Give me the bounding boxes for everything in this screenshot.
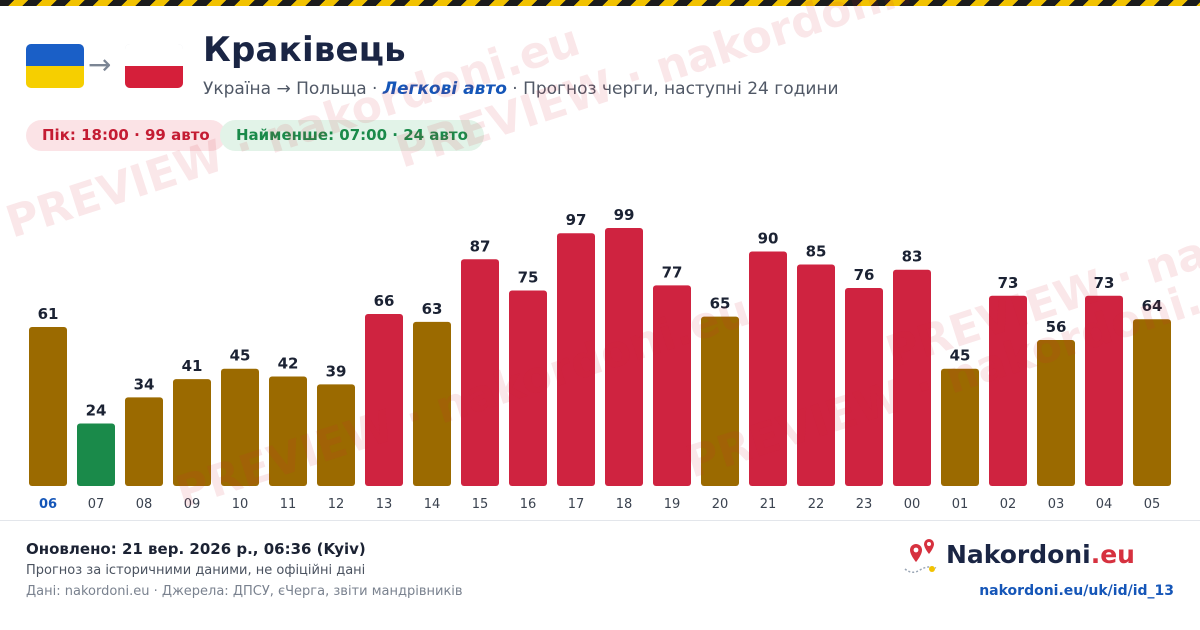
x-tick-label: 11: [280, 497, 297, 512]
x-tick-label: 17: [568, 497, 585, 512]
x-tick-label: 14: [424, 497, 441, 512]
bar-hour-16: [509, 290, 547, 486]
brand-logo[interactable]: Nakordoni.eu: [902, 538, 1135, 578]
x-tick-label: 06: [39, 497, 57, 512]
x-tick-label: 18: [616, 497, 633, 512]
x-tick-label: 02: [1000, 497, 1017, 512]
bar-value-label: 66: [374, 292, 395, 310]
footer-divider: [0, 520, 1200, 521]
x-tick-label: 10: [232, 497, 249, 512]
x-tick-label: 00: [904, 497, 921, 512]
bar-hour-10: [221, 368, 259, 486]
bar-value-label: 45: [230, 347, 251, 365]
page-url-link[interactable]: nakordoni.eu/uk/id/id_13: [979, 583, 1174, 599]
direction-arrow-icon: →: [88, 48, 112, 81]
page-title: Краківець: [203, 30, 406, 70]
forecast-disclaimer: Прогноз за історичними даними, не офіцій…: [26, 563, 366, 578]
x-tick-label: 15: [472, 497, 489, 512]
bar-value-label: 64: [1142, 297, 1163, 315]
map-pin-icon: [904, 539, 937, 573]
queue-forecast-chart: 61 06 24 07 34 08 41 09 45 10 42 11 39 12 66 13 63 14 87 15…: [29, 206, 1171, 512]
bar-value-label: 42: [278, 355, 299, 373]
x-tick-label: 07: [88, 497, 105, 512]
bar-hour-18: [605, 228, 643, 486]
subtitle-forecast: · Прогноз черги, наступні 24 години: [506, 79, 839, 99]
bar-hour-20: [701, 316, 739, 486]
updated-timestamp: Оновлено: 21 вер. 2026 р., 06:36 (Kyiv): [26, 540, 366, 558]
bar-hour-09: [173, 379, 211, 486]
bar-value-label: 73: [998, 274, 1019, 292]
bar-hour-03: [1037, 340, 1075, 486]
x-tick-label: 12: [328, 497, 345, 512]
bar-value-label: 99: [614, 206, 635, 224]
bar-hour-22: [797, 264, 835, 486]
bar-hour-02: [989, 295, 1027, 486]
x-tick-label: 23: [856, 497, 873, 512]
x-tick-label: 01: [952, 497, 969, 512]
bar-hour-00: [893, 269, 931, 486]
bar-value-label: 90: [758, 229, 779, 247]
x-tick-label: 05: [1144, 497, 1161, 512]
bar-hour-11: [269, 376, 307, 486]
bar-hour-05: [1133, 319, 1171, 486]
subtitle-route: Україна → Польща ·: [203, 79, 383, 99]
brand-name-main: Nakordoni: [946, 540, 1091, 569]
bar-value-label: 24: [86, 401, 107, 419]
bar-value-label: 56: [1046, 318, 1067, 336]
bar-hour-13: [365, 314, 403, 486]
bar-value-label: 75: [518, 269, 539, 287]
bar-value-label: 83: [902, 248, 923, 266]
min-badge: Найменше: 07:00 · 24 авто: [220, 120, 484, 151]
x-tick-label: 13: [376, 497, 393, 512]
bar-hour-07: [77, 423, 115, 486]
bar-hour-06: [29, 327, 67, 486]
bar-hour-19: [653, 285, 691, 486]
bar-value-label: 87: [470, 237, 491, 255]
bar-hour-08: [125, 397, 163, 486]
brand-tld: .eu: [1090, 540, 1135, 569]
bar-value-label: 76: [854, 266, 875, 284]
bar-value-label: 97: [566, 211, 587, 229]
bar-hour-14: [413, 321, 451, 486]
x-tick-label: 08: [136, 497, 153, 512]
bar-hour-12: [317, 384, 355, 486]
ukraine-flag-icon: [26, 44, 84, 88]
x-tick-label: 04: [1096, 497, 1113, 512]
bar-value-label: 63: [422, 300, 443, 318]
bar-hour-23: [845, 287, 883, 486]
bar-value-label: 77: [662, 263, 683, 281]
x-tick-label: 09: [184, 497, 201, 512]
hazard-stripe: [0, 0, 1200, 6]
x-tick-label: 22: [808, 497, 825, 512]
data-sources: Дані: nakordoni.eu · Джерела: ДПСУ, єЧер…: [26, 584, 463, 599]
bar-value-label: 45: [950, 347, 971, 365]
bar-hour-21: [749, 251, 787, 486]
x-tick-label: 03: [1048, 497, 1065, 512]
bar-value-label: 39: [326, 362, 347, 380]
bar-hour-04: [1085, 295, 1123, 486]
brand-name: Nakordoni.eu: [946, 540, 1135, 569]
page-subtitle: Україна → Польща · Легкові авто · Прогно…: [203, 79, 839, 99]
bar-value-label: 65: [710, 295, 731, 313]
x-tick-label: 16: [520, 497, 537, 512]
bar-value-label: 61: [38, 305, 59, 323]
peak-badge: Пік: 18:00 · 99 авто: [26, 120, 226, 151]
bar-value-label: 41: [182, 357, 203, 375]
bar-value-label: 34: [134, 375, 155, 393]
vehicle-type: Легкові авто: [382, 79, 507, 99]
bar-value-label: 73: [1094, 274, 1115, 292]
bar-hour-15: [461, 259, 499, 486]
x-tick-label: 19: [664, 497, 681, 512]
x-tick-label: 21: [760, 497, 777, 512]
poland-flag-icon: [125, 44, 183, 88]
bar-hour-01: [941, 368, 979, 486]
x-tick-label: 20: [712, 497, 729, 512]
bar-hour-17: [557, 233, 595, 486]
bar-value-label: 85: [806, 242, 827, 260]
